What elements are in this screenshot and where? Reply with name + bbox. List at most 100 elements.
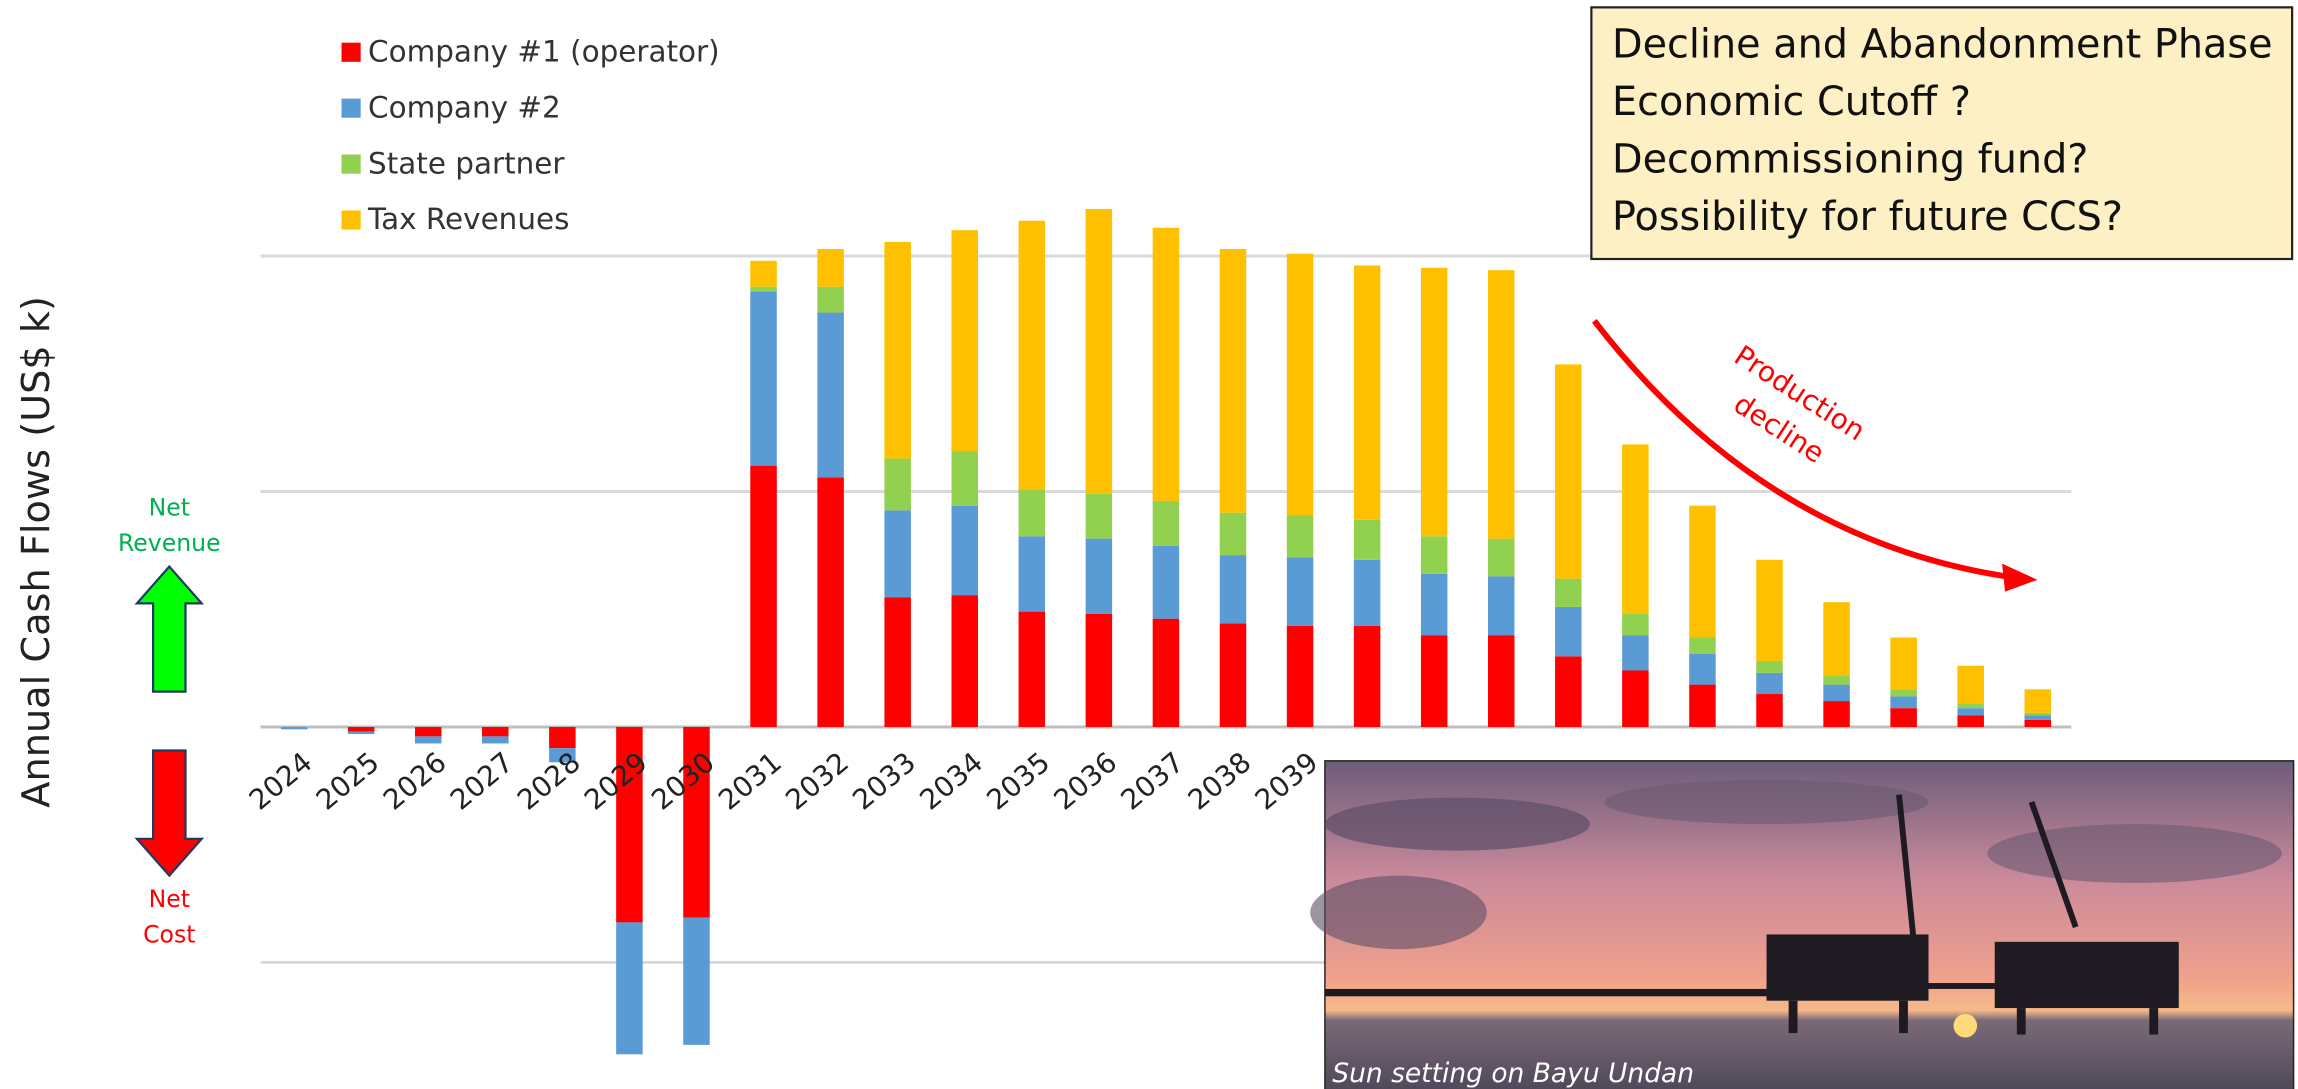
leg [1788,1000,1798,1034]
cloud [1987,824,2282,883]
down-arrow [134,749,205,878]
bar-segment [1689,637,1716,654]
bar-segment [2024,712,2052,716]
bar-segment [1085,493,1113,539]
bar-segment [1152,227,1180,501]
bar-segment [951,230,978,452]
bar-segment [1756,661,1783,673]
bar-segment [1487,538,1515,577]
bar-segment [1018,489,1046,537]
bar-segment [549,726,576,749]
bar-segment [1622,635,1649,671]
x-tick-label: 2036 [1048,746,1124,817]
callout-line: Possibility for future CCS? [1612,194,2123,240]
bar-segment [1957,665,1984,704]
photo: Sun setting on Bayu Undan [1310,760,2295,1089]
legend-label: State partner [368,146,565,180]
bar-segment [884,597,911,727]
bar-segment [2024,719,2052,727]
bar-segment [1219,555,1247,624]
bar-segment [1286,625,1314,727]
x-tick-label: 2035 [980,746,1056,817]
bar-segment [1555,364,1582,579]
bar-segment [817,286,844,313]
bar-segment [1823,701,1850,727]
x-tick-label: 2026 [377,746,453,817]
y-axis-label: Annual Cash Flows (US$ k) [14,296,59,808]
bar-segment [1085,613,1113,727]
bar-segment [1152,618,1180,727]
bar-segment [1890,689,1917,697]
bar-segment [1018,220,1046,490]
bar-segment [1957,708,1984,716]
x-tick-label: 2025 [310,746,386,817]
x-tick-label: 2037 [1115,746,1191,817]
bridge [1324,988,1797,997]
bar-segment [1018,611,1046,727]
bar-segment [1823,675,1850,685]
bar-segment [1353,265,1381,520]
x-tick-label: 2024 [243,746,319,817]
crane [1896,794,1917,943]
bar-segment [1890,696,1917,709]
legend-swatch [341,210,361,230]
legend-label: Company #2 [368,90,561,124]
bar-segment [1286,253,1314,516]
bar-segment [1152,500,1180,546]
bar-segment [1018,536,1046,612]
bar-segment [616,922,643,1055]
legend-label: Tax Revenues [367,202,569,236]
legend-swatch [341,98,361,118]
platform [1766,934,1929,1001]
bar-segment [1420,573,1448,636]
bar-segment [884,241,911,459]
bar-segment [1689,653,1716,685]
x-tick-label: 2039 [1249,746,1325,817]
bar-segment [884,510,911,598]
x-tick-label: 2034 [913,746,989,817]
bar-segment [347,726,375,732]
bar-segment [2024,689,2052,713]
bar-segment [1219,623,1247,727]
bar-segment [1957,715,1984,727]
bar-segment [1219,248,1247,513]
leg [2149,1008,2159,1035]
bar-segment [1756,559,1783,662]
bar-segment [1555,606,1582,657]
net-revenue-label: Net [149,494,190,522]
sun [1953,1013,1978,1038]
bar-segment [1420,635,1448,727]
bar-segment [951,595,978,727]
bar-segment [1219,512,1247,556]
bar-segment [1890,637,1917,690]
bar-segment [1487,576,1515,636]
bar-segment [1555,656,1582,727]
callout-line: Economic Cutoff ? [1612,79,1971,125]
bar-segment [951,505,978,596]
arrowhead [2002,563,2038,592]
bar-segment [817,248,844,287]
bar-segment [1622,444,1649,614]
net-cost-label: Cost [143,920,195,948]
bar-segment [1890,708,1917,727]
bar-segment [817,312,844,478]
bar-segment [1085,538,1113,614]
bar-segment [884,458,911,511]
bar-segment [1756,694,1783,727]
x-tick-label: 2033 [846,746,922,817]
bar-segment [347,731,375,735]
bar-segment [1085,208,1113,494]
cloud [1324,797,1590,851]
net-cost-label: Net [149,885,190,913]
cloud [1604,779,1929,825]
bar-segment [817,477,844,727]
legend-label: Company #1 (operator) [368,34,720,68]
bar-segment [1353,519,1381,560]
bar-segment [1756,672,1783,695]
x-tick-label: 2038 [1182,746,1258,817]
bar-segment [951,451,978,506]
bar-segment [1622,670,1649,727]
bar-segment [1487,635,1515,727]
